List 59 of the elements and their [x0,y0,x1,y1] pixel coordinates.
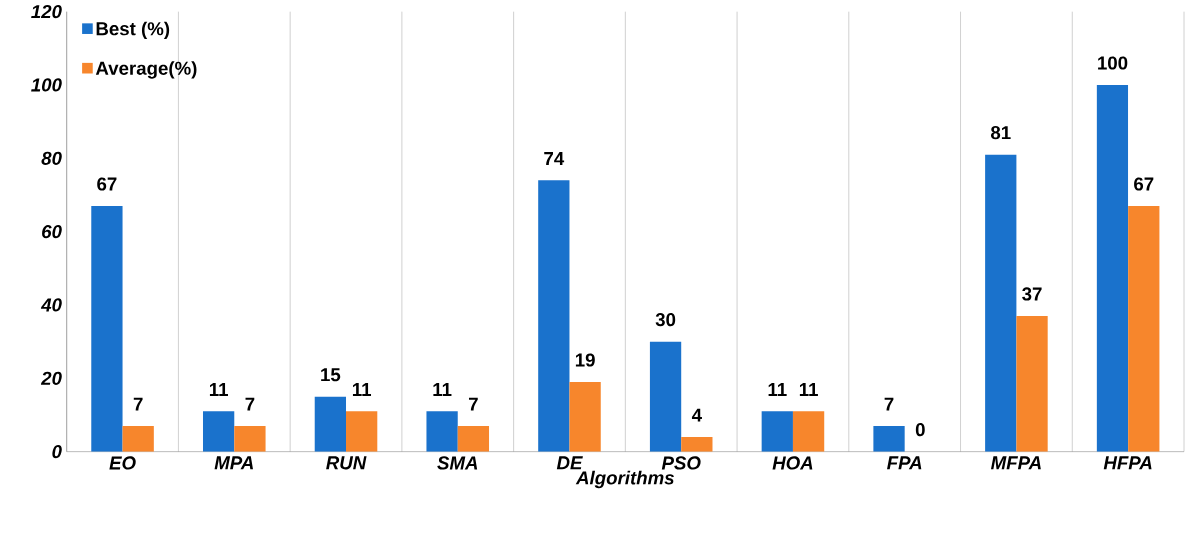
bar [538,180,570,452]
data-label: 11 [433,383,452,396]
bar [234,425,266,452]
bar [873,425,905,452]
data-label: 11 [352,383,372,396]
data-label: 7 [884,397,894,411]
bar [985,154,1017,452]
bar [761,411,793,452]
x-tick-label: HFPA [1103,456,1152,470]
bar [1016,315,1048,452]
y-tick-label: 40 [40,298,62,312]
data-label: 74 [544,152,565,165]
data-label: 11 [768,383,787,396]
legend-label: Best (%) [96,21,170,40]
x-tick-label: RUN [326,456,367,470]
y-tick-label: 60 [42,225,62,239]
data-label: 11 [799,383,818,396]
bar [457,425,490,452]
data-label: 67 [1134,177,1154,191]
data-label: 37 [1022,287,1042,301]
data-label: 100 [1098,56,1128,70]
data-label: 0 [915,423,925,437]
bar [202,411,235,452]
data-label: 7 [245,397,255,411]
data-label: 7 [133,397,143,411]
bar [1096,84,1129,452]
data-label: 67 [97,177,117,191]
x-tick-label: FPA [887,456,922,470]
bar [1128,205,1160,452]
y-tick-label: 120 [31,5,62,19]
y-tick-label: 20 [40,371,62,385]
bar [122,425,154,452]
y-tick-label: 100 [31,78,62,92]
data-label: 81 [990,126,1011,140]
data-label: 7 [468,397,478,411]
data-label: 19 [575,353,595,367]
legend-label: Average(%) [95,61,197,79]
bar [346,411,378,452]
x-tick-label: PSO [661,456,701,470]
bar [792,411,825,452]
bar [314,396,347,452]
bar [681,436,713,452]
x-tick-label: SMA [437,456,478,470]
x-axis-title: Algorithms [575,470,674,489]
bar [569,381,601,452]
x-tick-label: MPA [214,456,253,470]
bar [91,205,123,452]
x-tick-label: EO [109,456,136,470]
data-label: 4 [691,408,702,422]
bar [426,411,458,452]
data-label: 30 [655,313,676,327]
data-label: 11 [209,383,228,396]
y-tick-label: 0 [52,445,62,459]
x-tick-label: DE [556,456,583,470]
y-tick-label: 80 [41,151,62,165]
x-tick-label: MFPA [990,456,1041,470]
data-label: 15 [321,368,341,382]
x-tick-label: HOA [772,456,813,470]
bar [649,341,682,452]
